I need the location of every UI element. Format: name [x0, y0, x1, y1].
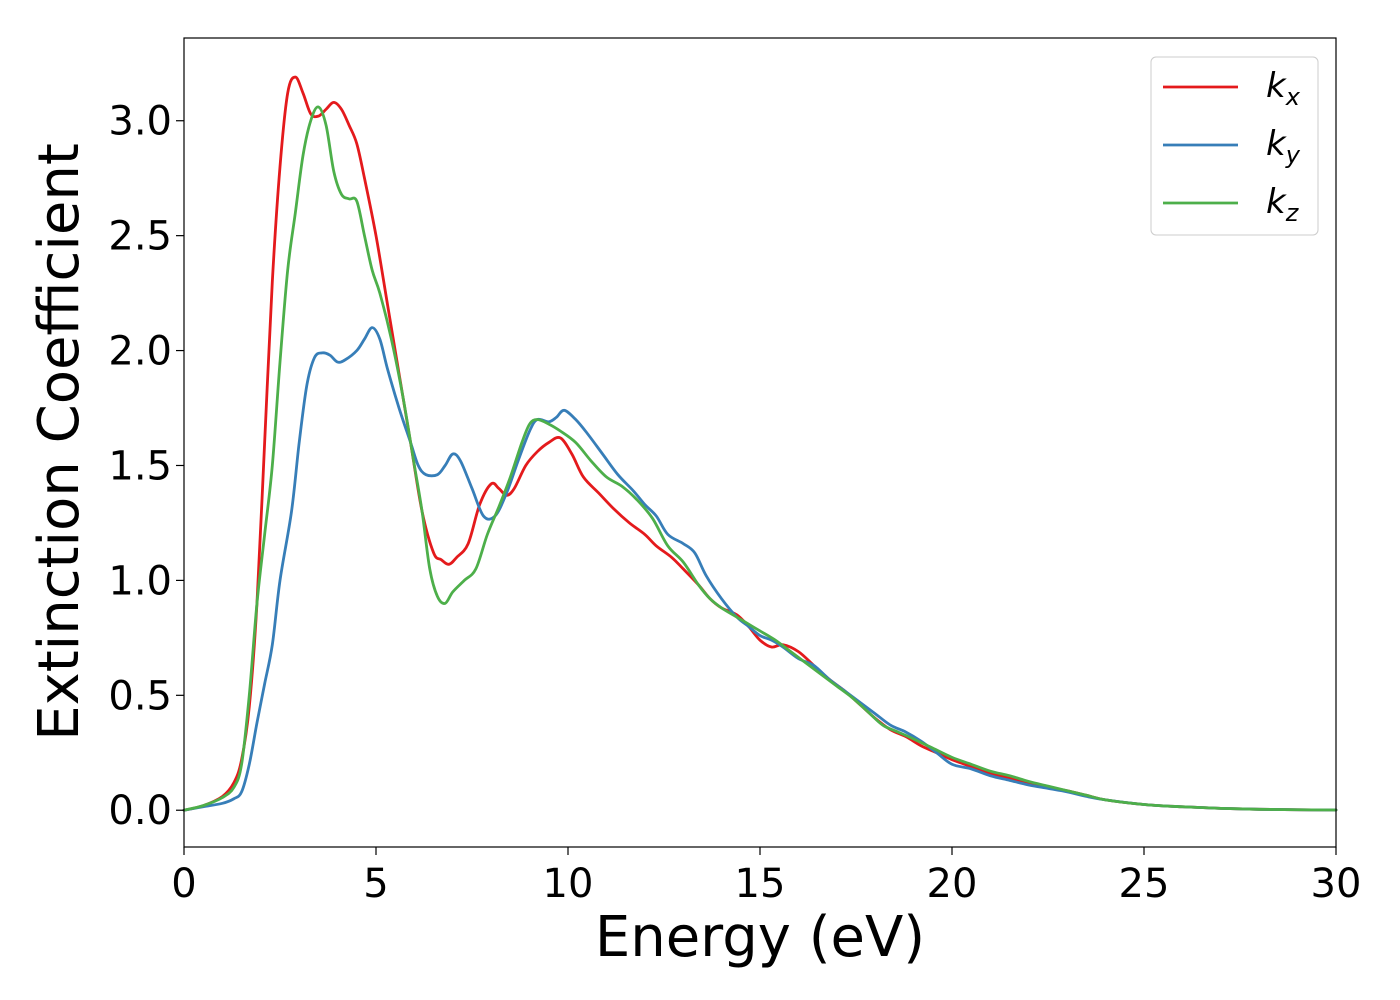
plot-background [184, 38, 1336, 847]
x-tick-label: 15 [735, 861, 786, 907]
legend-label-x: kx [1266, 66, 1301, 111]
legend: kx ky kz [1150, 56, 1319, 236]
y-tick-label: 1.5 [108, 443, 172, 489]
series-line-y [182, 326, 1338, 812]
y-tick-label: 3.0 [108, 99, 172, 145]
x-tick-label: 30 [1311, 861, 1362, 907]
x-axis-ticks: 0 5 10 15 20 25 30 [171, 847, 1361, 907]
x-tick-label: 10 [543, 861, 594, 907]
y-tick-label: 1.0 [108, 558, 172, 604]
y-tick-label: 0.0 [108, 788, 172, 834]
legend-label-z: kz [1266, 182, 1300, 227]
y-axis-label: Extinction Coefficient [27, 143, 92, 741]
x-tick-label: 20 [927, 861, 978, 907]
series-line-z [182, 105, 1338, 812]
x-tick-label: 0 [171, 861, 196, 907]
y-tick-label: 2.5 [108, 214, 172, 260]
x-tick-label: 5 [363, 861, 388, 907]
y-axis-ticks: 0.0 0.5 1.0 1.5 2.0 2.5 3.0 [108, 99, 184, 834]
x-tick-label: 25 [1119, 861, 1170, 907]
y-tick-label: 0.5 [108, 673, 172, 719]
y-tick-label: 2.0 [108, 329, 172, 375]
series-lines [182, 75, 1338, 812]
x-axis-label: Energy (eV) [595, 905, 925, 970]
legend-label-y: ky [1266, 124, 1301, 169]
series-line-x [182, 75, 1338, 812]
